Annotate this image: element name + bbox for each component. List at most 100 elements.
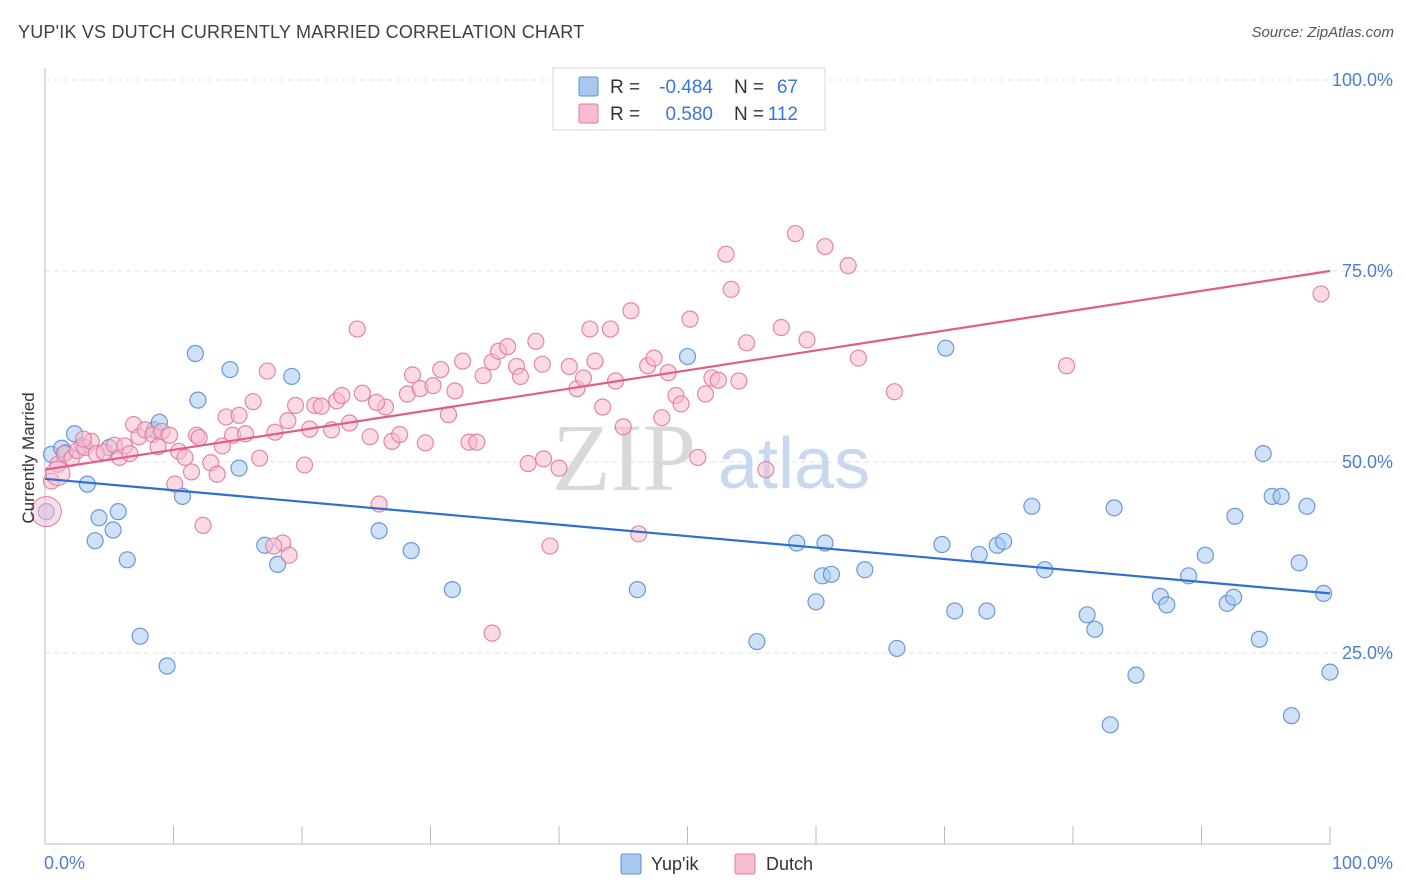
- yupik-point: [995, 532, 1013, 551]
- yupik-point: [1254, 444, 1272, 463]
- dutch-point: [250, 449, 269, 467]
- dutch-point: [709, 371, 727, 389]
- yupik-point: [807, 593, 825, 611]
- dutch-point: [258, 362, 276, 380]
- dutch-point: [468, 433, 486, 451]
- dutch-point: [574, 369, 593, 387]
- dutch-point: [594, 398, 612, 416]
- yupik-point: [268, 555, 287, 573]
- watermark: ZIP atlas: [552, 404, 870, 511]
- dutch-point: [849, 349, 868, 367]
- dutch-point: [738, 334, 756, 352]
- dutch-point: [30, 496, 62, 528]
- bottom-legend-label-dutch[interactable]: Dutch: [766, 854, 813, 874]
- bottom-legend-label-yupik[interactable]: Yup'ik: [651, 854, 699, 874]
- dutch-point: [541, 537, 559, 555]
- watermark-atlas: atlas: [718, 424, 870, 504]
- series-dutch-points: [30, 224, 1330, 642]
- dutch-point: [645, 349, 663, 367]
- dutch-point: [511, 367, 530, 386]
- yupik-point: [1086, 620, 1104, 638]
- legend-r-value-dutch: 0.580: [665, 104, 713, 125]
- y-tick-label: 25.0%: [1342, 643, 1393, 663]
- dutch-point: [424, 377, 442, 395]
- legend-box: R = -0.484 N = 67 R = 0.580 N = 112: [552, 67, 826, 131]
- y-tick-label: 50.0%: [1342, 452, 1393, 472]
- dutch-point: [176, 448, 194, 467]
- dutch-point: [121, 444, 139, 463]
- dutch-point: [446, 382, 464, 400]
- yupik-point: [933, 535, 951, 554]
- dutch-point: [696, 385, 715, 403]
- yupik-point: [370, 522, 388, 540]
- dutch-point: [208, 465, 226, 483]
- yupik-point: [1158, 596, 1176, 614]
- dutch-point: [286, 396, 305, 415]
- bottom-legend-swatch-dutch[interactable]: [734, 853, 756, 875]
- dutch-point: [333, 386, 351, 405]
- yupik-point: [978, 602, 996, 620]
- yupik-point: [678, 347, 697, 366]
- dutch-point: [757, 461, 775, 479]
- yupik-trendline: [44, 477, 1331, 595]
- dutch-point: [45, 460, 71, 486]
- dutch-point: [614, 418, 632, 436]
- dutch-point: [244, 393, 262, 411]
- yupik-point: [104, 521, 122, 539]
- bottom-legend: Yup'ik Dutch: [620, 853, 813, 875]
- yupik-point: [856, 561, 874, 579]
- dutch-point: [190, 428, 208, 447]
- legend-r-label-yupik: R =: [610, 77, 640, 98]
- dutch-point: [454, 352, 472, 370]
- dutch-point: [432, 360, 450, 379]
- dutch-point: [560, 357, 578, 376]
- yupik-point: [131, 627, 149, 645]
- legend-swatch-yupik: [578, 76, 599, 97]
- dutch-trendline: [44, 269, 1331, 471]
- yupik-point: [946, 602, 964, 620]
- yupik-point: [888, 639, 906, 658]
- dutch-point: [403, 366, 422, 384]
- yupik-point: [1225, 588, 1243, 606]
- dutch-point: [772, 318, 790, 337]
- dutch-point: [265, 537, 283, 555]
- yupik-point: [1023, 497, 1041, 515]
- legend-n-label-yupik: N =: [734, 77, 764, 98]
- yupik-point: [158, 657, 176, 675]
- x-tick-labels: 0.0% 100.0%: [44, 853, 1393, 873]
- yupik-point: [230, 459, 248, 477]
- dutch-point: [816, 237, 834, 256]
- yupik-point: [1105, 499, 1123, 517]
- yupik-point: [86, 532, 104, 550]
- dutch-point: [1057, 357, 1076, 375]
- x-tick-label-min: 0.0%: [44, 853, 85, 873]
- x-tick-label-max: 100.0%: [1332, 853, 1393, 873]
- dutch-point: [586, 352, 604, 370]
- dutch-point: [839, 257, 857, 275]
- trendlines: [44, 269, 1331, 595]
- legend-n-value-yupik: 67: [777, 77, 798, 98]
- chart-source: Source: ZipAtlas.com: [1251, 24, 1394, 41]
- yupik-point: [221, 360, 239, 379]
- yupik-point: [186, 344, 204, 363]
- dutch-point: [166, 475, 184, 493]
- dutch-point: [550, 459, 568, 477]
- yupik-point: [1250, 630, 1268, 648]
- dutch-point: [622, 302, 640, 320]
- dutch-point: [885, 383, 903, 401]
- dutch-point: [230, 406, 248, 424]
- yupik-point: [788, 534, 806, 552]
- bottom-legend-swatch-yupik[interactable]: [620, 853, 642, 875]
- dutch-point: [601, 320, 620, 338]
- yupik-point: [937, 339, 955, 357]
- yupik-point: [402, 542, 420, 560]
- dutch-point: [730, 372, 748, 390]
- yupik-point: [1127, 666, 1145, 684]
- y-tick-labels: 100.0% 75.0% 50.0% 25.0%: [1332, 70, 1393, 663]
- dutch-point: [519, 454, 537, 473]
- yupik-point: [1290, 554, 1308, 572]
- yupik-point: [189, 391, 207, 409]
- dutch-point: [474, 367, 492, 385]
- legend-r-label-dutch: R =: [610, 104, 640, 125]
- chart-title: YUP'IK VS DUTCH CURRENTLY MARRIED CORREL…: [18, 22, 585, 42]
